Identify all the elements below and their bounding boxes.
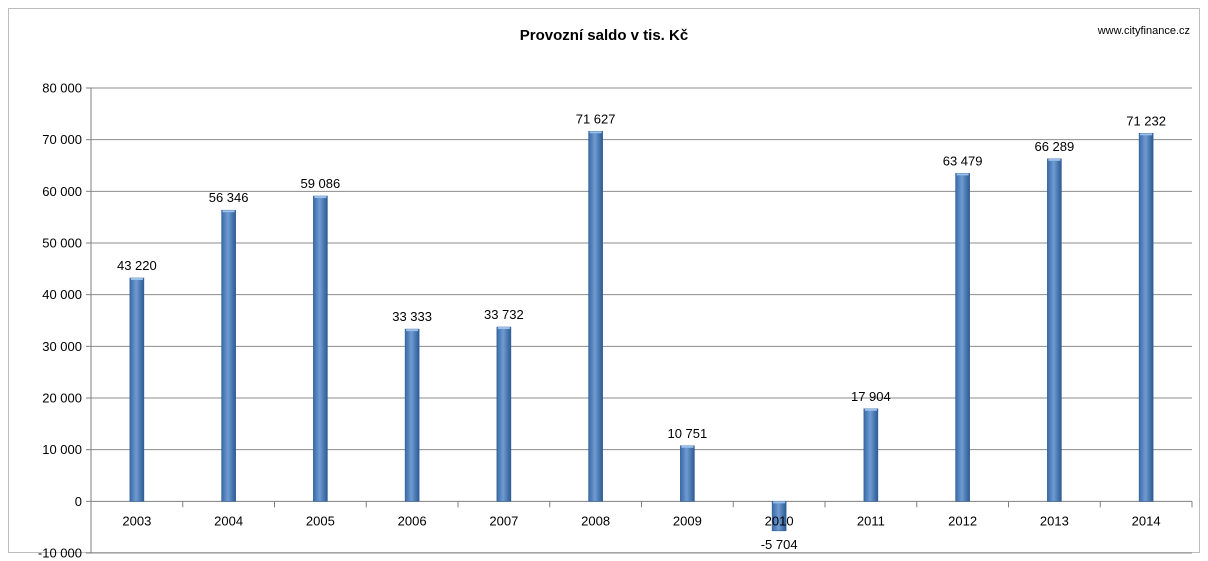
bar-highlight (222, 210, 235, 213)
y-tick-label: 60 000 (42, 184, 82, 199)
y-tick-label: 70 000 (42, 132, 82, 147)
bar-layer (129, 130, 1154, 532)
y-tick-label: 20 000 (42, 391, 82, 406)
data-label: 33 732 (484, 307, 524, 322)
bar-highlight (864, 408, 877, 411)
chart-title: Provozní saldo v tis. Kč (519, 27, 689, 44)
y-tick-label: 10 000 (42, 442, 82, 457)
bar-highlight (406, 329, 419, 332)
y-tick-label: 50 000 (42, 236, 82, 251)
y-tick-label: 0 (75, 494, 82, 509)
data-label: 43 220 (117, 258, 157, 273)
bar-highlight (956, 173, 969, 176)
bar (221, 209, 236, 502)
bar-highlight (773, 501, 786, 504)
data-label: 17 904 (851, 389, 891, 404)
data-label: 56 346 (209, 190, 249, 205)
grid-layer (91, 87, 1192, 554)
label-layer: 2003 43 220 2004 56 346 2005 59 086 2006 33 333… (117, 111, 1166, 552)
data-label: -5 704 (761, 537, 798, 552)
bar (1047, 158, 1062, 502)
y-tick-label: 80 000 (42, 81, 82, 96)
x-tick-label: 2012 (948, 513, 977, 528)
bar-highlight (497, 327, 510, 330)
x-tick-label: 2011 (857, 513, 885, 528)
x-tick-label: 2003 (122, 513, 151, 528)
x-tick-label: 2010 (765, 513, 794, 528)
chart-frame (8, 8, 1200, 553)
x-tick-label: 2013 (1040, 513, 1069, 528)
x-tick-label: 2007 (489, 513, 518, 528)
bar (680, 445, 695, 502)
bar (496, 326, 512, 502)
data-label: 59 086 (300, 176, 340, 191)
y-tick-label: 40 000 (42, 287, 82, 302)
data-label: 71 232 (1126, 113, 1166, 128)
data-label: 66 289 (1034, 139, 1074, 154)
data-label: 63 479 (943, 153, 983, 168)
axis-layer: 80 000 70 000 60 000 50 000 40 000 30 000 20 0… (38, 81, 1193, 561)
bar-highlight (314, 196, 327, 199)
x-tick-label: 2004 (214, 513, 243, 528)
bar (1138, 133, 1154, 502)
x-tick-label: 2006 (398, 513, 427, 528)
y-tick-label: 30 000 (42, 339, 82, 354)
bar-highlight (681, 445, 694, 448)
source-label: www.cityfinance.cz (1097, 25, 1190, 37)
bar-highlight (1140, 133, 1153, 136)
x-tick-label: 2014 (1132, 513, 1161, 528)
bar (129, 277, 145, 502)
bar (863, 408, 879, 502)
data-label: 33 333 (392, 309, 432, 324)
bar-highlight (589, 131, 602, 134)
bar-highlight (1048, 158, 1061, 161)
data-label: 71 627 (576, 111, 616, 126)
bar (955, 173, 970, 502)
bar (404, 328, 420, 502)
x-tick-label: 2008 (581, 513, 610, 528)
bar (313, 195, 328, 502)
y-tick-label: -10 000 (38, 546, 82, 561)
bar-highlight (130, 278, 143, 281)
x-tick-label: 2009 (673, 513, 702, 528)
x-tick-label: 2005 (306, 513, 335, 528)
data-label: 10 751 (667, 426, 707, 441)
bar (588, 130, 603, 502)
